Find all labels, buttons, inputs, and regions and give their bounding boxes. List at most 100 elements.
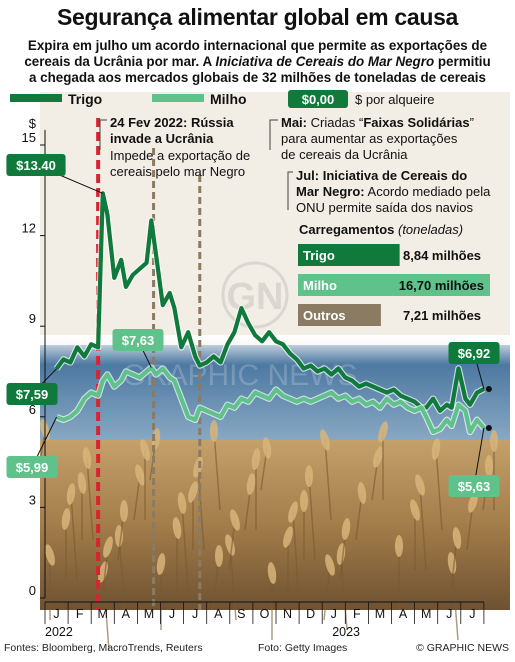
x-tick-label: M xyxy=(98,607,108,621)
annotation-jul: Jul: Iniciativa de Cereais do Mar Negro:… xyxy=(287,168,491,215)
wheat-ear xyxy=(215,545,223,567)
wheat-ear xyxy=(230,509,240,531)
x-tick-label: A xyxy=(399,607,408,621)
wheat-ear xyxy=(341,518,351,540)
x-tick-label: J xyxy=(446,607,452,621)
wheat-stalks xyxy=(38,419,498,651)
x-tick-label: F xyxy=(76,607,84,621)
price-badge xyxy=(288,90,348,108)
subtitle-text: cereais da Ucrânia por mar. A xyxy=(24,54,216,69)
shipment-label: Outros xyxy=(303,308,346,323)
shipment-value: 8,84 milhões xyxy=(403,248,481,263)
subtitle-text: permitiu xyxy=(434,54,491,69)
svg-text:GN: GN xyxy=(227,276,284,318)
wheat-ear xyxy=(66,483,76,505)
wheat-ear xyxy=(177,492,187,514)
wheat-ear xyxy=(267,562,277,584)
wheat-ear xyxy=(225,534,235,556)
callout-milho-end: $5,63 xyxy=(448,427,500,497)
wheat-ear xyxy=(325,554,335,576)
wheat-ear xyxy=(172,517,182,539)
wheat-stem xyxy=(324,439,332,521)
shipment-label: Milho xyxy=(303,278,337,293)
shipments-title: Carregamentos (toneladas) xyxy=(299,222,463,237)
subtitle-line-3: a chegada aos mercados globais de 32 mil… xyxy=(29,70,486,85)
annotation-may: Mai: Criadas “Faixas Solidárias” para au… xyxy=(269,115,474,162)
wheat-ear xyxy=(61,508,71,530)
callout-text: $5,99 xyxy=(16,460,49,475)
series-line-milho xyxy=(55,365,486,434)
price-unit: $ por alqueire xyxy=(355,92,435,107)
footer-sources: Fontes: Bloomberg, MacroTrends, Reuters xyxy=(4,642,203,654)
wheat-ear xyxy=(120,500,128,522)
wheat-stem xyxy=(308,475,316,561)
x-tick-label: M xyxy=(375,607,385,621)
wheat-ear xyxy=(357,482,367,504)
y-tick-label: 6 xyxy=(29,402,36,417)
footer-photo: Foto: Getty Images xyxy=(258,642,348,654)
callout-box xyxy=(112,329,164,351)
wheat-stem xyxy=(181,502,189,591)
wheat-ear xyxy=(77,472,87,494)
callout-trigo-start: $7,59 xyxy=(6,368,58,405)
x-tick-label: A xyxy=(214,607,223,621)
watermark-logo: GN GRAPHIC NEWS xyxy=(122,261,358,392)
legend: Trigo Milho $0,00 $ por alqueire xyxy=(10,90,435,108)
wheat-ear xyxy=(431,438,441,460)
subtitle: Expira em julho um acordo internacional … xyxy=(6,38,509,86)
jul-l3: ONU permite saída dos navios xyxy=(296,200,474,215)
legend-trigo-label: Trigo xyxy=(68,91,102,107)
x-tick-label: A xyxy=(122,607,131,621)
callout-box xyxy=(448,475,500,497)
wheat-ear xyxy=(135,464,145,486)
x-year-label: 2023 xyxy=(332,625,360,639)
callout-text: $7,63 xyxy=(122,333,155,348)
price-badge-text: $0,00 xyxy=(302,92,335,107)
wheat-ear xyxy=(45,544,55,566)
callout-text: $7,59 xyxy=(16,387,49,402)
wheat-ear xyxy=(395,535,403,557)
callout-text: $13.40 xyxy=(16,158,56,173)
background-photo xyxy=(38,92,510,651)
shipment-bar-trigo xyxy=(298,244,400,266)
x-tick-label: M xyxy=(144,607,154,621)
shipment-bar-milho xyxy=(298,274,490,296)
jul-l2: Mar Negro: Acordo mediado pela xyxy=(296,184,491,199)
wheat-stem xyxy=(86,457,94,541)
may-l1: Mai: Criadas “Faixas Solidárias” xyxy=(281,115,474,130)
series-lines xyxy=(53,190,487,436)
shipment-label: Trigo xyxy=(303,248,335,263)
wheat-stem xyxy=(292,511,300,601)
footer-credit: © GRAPHIC NEWS xyxy=(416,642,509,654)
wheat-stem xyxy=(323,564,331,621)
wheat-ear xyxy=(378,421,388,443)
wheat-ear xyxy=(320,429,330,451)
callout-box xyxy=(6,154,66,176)
may-l3: de cereais da Ucrânia xyxy=(281,147,408,162)
series-line-trigo xyxy=(54,191,485,413)
wheat-ear xyxy=(246,473,256,495)
may-l2: para aumentar as exportações xyxy=(281,131,458,146)
wheat-ear xyxy=(490,430,498,452)
x-tick-label: J xyxy=(53,607,59,621)
wheat-ear xyxy=(415,474,425,496)
invasion-body-l1: Impede a exportação de xyxy=(110,148,250,163)
x-year-label: 2022 xyxy=(45,625,73,639)
shipments-panel: Carregamentos (toneladas) Trigo 8,84 milh… xyxy=(298,222,490,326)
shipment-value: 16,70 milhões xyxy=(399,278,484,293)
wheat-ear xyxy=(210,420,218,442)
callout-trigo-end: $6,92 xyxy=(448,342,500,390)
wheat-ear xyxy=(410,499,420,521)
x-tick-label: S xyxy=(237,607,245,621)
x-tick-label: O xyxy=(260,607,270,621)
wheat-ear xyxy=(82,447,92,469)
annotation-invasion: 24 Fev 2022: Rússia invade a Ucrânia Imp… xyxy=(99,115,250,179)
callout-box xyxy=(448,342,500,364)
x-tick-label: J xyxy=(192,607,198,621)
wheat-stem xyxy=(213,430,221,511)
wheat-stem xyxy=(228,519,236,571)
wheat-ear xyxy=(156,553,166,575)
wheat-ear xyxy=(452,527,462,549)
